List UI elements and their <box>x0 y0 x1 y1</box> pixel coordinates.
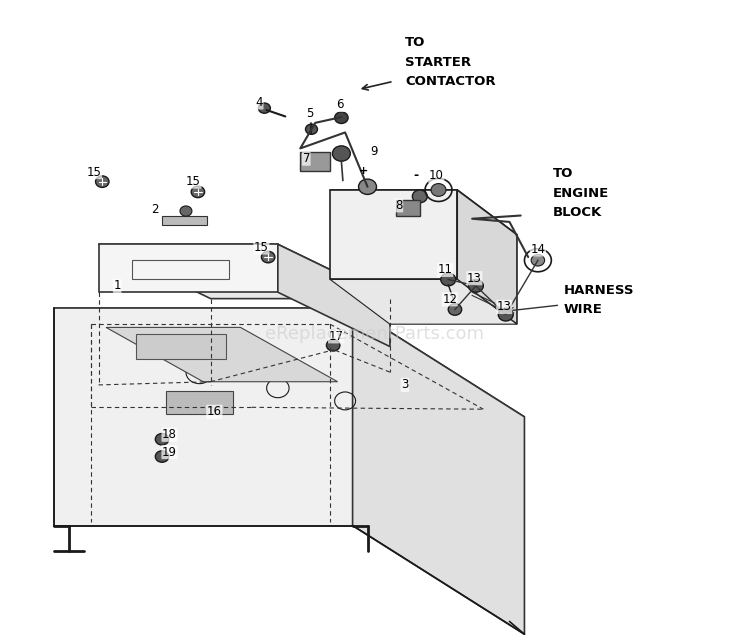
Circle shape <box>441 273 456 286</box>
Polygon shape <box>330 190 517 235</box>
Text: 4: 4 <box>256 96 263 109</box>
Polygon shape <box>330 190 458 279</box>
Circle shape <box>448 304 462 315</box>
Text: 19: 19 <box>162 446 177 458</box>
Text: 18: 18 <box>162 428 177 441</box>
Text: STARTER: STARTER <box>405 56 471 69</box>
Polygon shape <box>458 190 517 324</box>
Circle shape <box>431 184 446 196</box>
Circle shape <box>413 190 428 203</box>
Text: 15: 15 <box>254 241 268 254</box>
Text: 6: 6 <box>336 98 344 112</box>
Text: 16: 16 <box>207 405 222 419</box>
Circle shape <box>262 251 274 263</box>
Circle shape <box>469 279 483 292</box>
Text: TO: TO <box>553 168 573 180</box>
Polygon shape <box>330 279 517 324</box>
Text: 3: 3 <box>401 378 409 392</box>
Circle shape <box>180 206 192 216</box>
Polygon shape <box>136 334 226 360</box>
Polygon shape <box>54 308 352 526</box>
Polygon shape <box>352 308 524 634</box>
Text: 11: 11 <box>438 263 453 276</box>
Text: 5: 5 <box>306 107 314 120</box>
Text: 2: 2 <box>151 204 158 216</box>
Polygon shape <box>98 245 278 292</box>
Text: 17: 17 <box>328 330 344 343</box>
Text: 8: 8 <box>395 199 403 212</box>
Text: -: - <box>413 169 419 182</box>
Polygon shape <box>278 245 390 347</box>
Polygon shape <box>166 392 233 413</box>
Polygon shape <box>162 216 207 225</box>
Circle shape <box>332 146 350 161</box>
Text: CONTACTOR: CONTACTOR <box>405 74 496 88</box>
Text: 10: 10 <box>429 169 444 182</box>
Text: 15: 15 <box>186 175 201 188</box>
Text: WIRE: WIRE <box>563 303 602 316</box>
Text: 13: 13 <box>496 300 512 313</box>
Circle shape <box>155 433 169 445</box>
Bar <box>300 152 330 171</box>
Circle shape <box>531 254 544 266</box>
Text: 14: 14 <box>530 243 545 256</box>
Text: +: + <box>359 166 368 176</box>
Bar <box>396 200 420 216</box>
Polygon shape <box>54 308 524 417</box>
Text: 1: 1 <box>113 279 121 292</box>
Text: TO: TO <box>405 37 425 49</box>
Text: 12: 12 <box>442 293 458 306</box>
Circle shape <box>358 179 376 195</box>
Text: 15: 15 <box>86 166 101 178</box>
Circle shape <box>305 124 317 134</box>
Circle shape <box>259 103 271 113</box>
Text: 9: 9 <box>370 145 378 158</box>
Circle shape <box>95 176 109 187</box>
Text: BLOCK: BLOCK <box>553 206 602 219</box>
Text: HARNESS: HARNESS <box>563 284 634 297</box>
Text: 7: 7 <box>302 152 310 165</box>
Polygon shape <box>98 245 390 299</box>
Text: 13: 13 <box>467 272 482 284</box>
Circle shape <box>498 308 513 321</box>
Circle shape <box>191 186 205 198</box>
Text: eReplacementParts.com: eReplacementParts.com <box>266 325 484 343</box>
Polygon shape <box>106 327 338 382</box>
Circle shape <box>334 112 348 123</box>
Text: ENGINE: ENGINE <box>553 187 609 200</box>
Circle shape <box>160 345 172 355</box>
Circle shape <box>155 451 169 462</box>
Bar <box>132 260 230 279</box>
Circle shape <box>326 340 340 351</box>
